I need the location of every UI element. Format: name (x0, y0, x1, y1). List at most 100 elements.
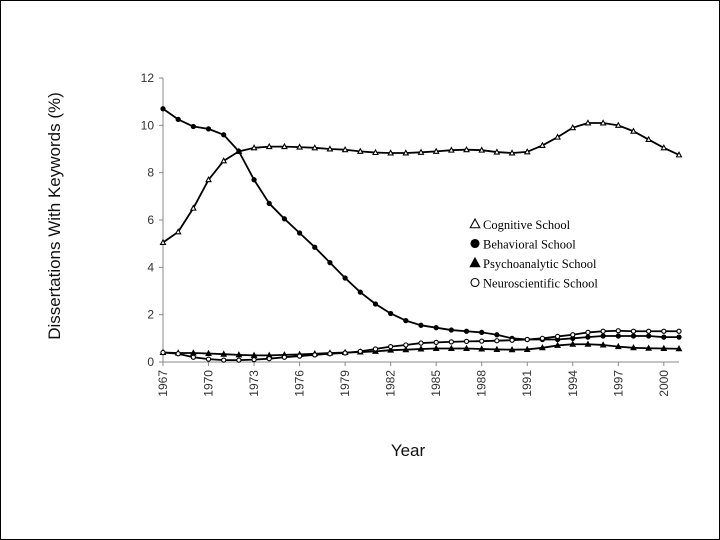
data-point (327, 259, 333, 266)
data-point (479, 338, 485, 344)
data-point (570, 332, 576, 338)
data-point (630, 127, 637, 134)
data-point (326, 145, 334, 152)
data-point (447, 146, 455, 153)
data-point (615, 328, 621, 334)
x-tick-label: 1967 (156, 370, 170, 397)
data-point (296, 143, 303, 150)
data-point (630, 344, 637, 351)
x-tick-label: 1985 (429, 370, 443, 397)
data-point (508, 149, 516, 156)
data-point (296, 353, 303, 359)
data-point (388, 310, 394, 317)
data-point (494, 332, 500, 338)
data-point (402, 345, 410, 353)
axes (159, 77, 679, 366)
data-point (221, 132, 227, 138)
y-axis-title: Dissertations With Keywords (%) (45, 92, 64, 340)
data-point (236, 357, 242, 363)
data-point (281, 142, 288, 150)
data-point (675, 151, 683, 158)
data-point (614, 342, 622, 350)
data-point (312, 244, 318, 250)
data-point (524, 336, 530, 343)
data-point (372, 301, 379, 307)
x-tick-labels: 1967 1970 1973 1976 1979 1982 1985 1988 1991 1994… (156, 370, 671, 397)
y-tick-label: 4 (147, 260, 154, 274)
data-point (493, 148, 501, 155)
data-point (676, 328, 682, 334)
x-tick-label: 1976 (293, 370, 307, 397)
data-point (554, 333, 561, 340)
x-tick-label: 1997 (611, 370, 625, 397)
data-point (251, 177, 257, 183)
data-point (539, 344, 546, 351)
data-point (205, 349, 212, 356)
data-point (266, 200, 272, 207)
data-point (402, 149, 410, 156)
data-point (675, 344, 683, 352)
data-point (418, 340, 424, 346)
x-tick-label: 1988 (475, 370, 489, 397)
y-tick-label: 12 (141, 71, 155, 85)
data-point (508, 345, 516, 353)
data-point (599, 119, 607, 126)
x-tick-label: 1970 (202, 370, 216, 397)
data-point (478, 146, 486, 153)
series-group (159, 106, 683, 363)
legend-label: Neuroscientific School (483, 277, 598, 291)
data-point (615, 333, 621, 339)
data-point (281, 354, 288, 360)
data-point (479, 329, 485, 336)
data-point (266, 356, 272, 362)
data-point (236, 148, 242, 154)
legend-marker (469, 217, 481, 229)
data-point (661, 334, 667, 340)
data-point (448, 339, 454, 345)
data-point (432, 147, 440, 154)
data-point (493, 345, 501, 352)
data-point (265, 142, 273, 150)
data-point (645, 135, 653, 143)
data-point (645, 344, 653, 351)
x-tick-label: 1979 (338, 370, 352, 397)
data-point (160, 349, 166, 356)
data-point (600, 333, 606, 339)
data-point (646, 333, 652, 339)
data-point (174, 228, 182, 235)
data-point (250, 351, 258, 358)
data-point (539, 141, 546, 148)
data-point (403, 342, 409, 348)
data-point (569, 340, 577, 347)
data-point (478, 345, 486, 352)
data-point (312, 352, 318, 358)
data-point (357, 348, 363, 354)
data-point (417, 148, 425, 155)
data-point (599, 341, 607, 348)
data-point (341, 145, 349, 153)
data-point (433, 325, 439, 331)
data-point (189, 204, 197, 211)
series-behavioral-school (160, 106, 682, 343)
x-tick-label: 1994 (566, 370, 580, 397)
data-point (189, 349, 197, 356)
data-point (661, 328, 667, 334)
legend-marker (470, 277, 480, 288)
data-point (584, 119, 592, 126)
data-point (494, 338, 500, 344)
data-point (584, 340, 592, 347)
data-point (296, 230, 303, 236)
legend-marker (470, 238, 480, 249)
data-point (190, 354, 196, 360)
data-point (585, 334, 591, 340)
series-neuroscientific-school (160, 328, 682, 363)
series-cognitive-school (159, 119, 683, 245)
x-tick-label: 1991 (520, 370, 534, 397)
y-tick-labels: 0 2 4 6 8 10 12 (141, 71, 155, 369)
data-point (432, 344, 440, 352)
data-point (220, 350, 228, 357)
x-tick-label: 2000 (657, 370, 671, 397)
data-point (403, 317, 409, 324)
data-point (387, 346, 395, 353)
